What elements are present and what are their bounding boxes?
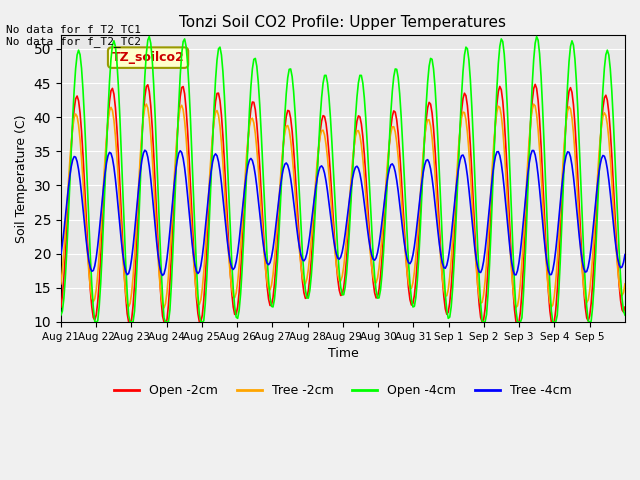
X-axis label: Time: Time	[328, 347, 358, 360]
Y-axis label: Soil Temperature (C): Soil Temperature (C)	[15, 114, 28, 243]
Text: TZ_soilco2: TZ_soilco2	[111, 51, 184, 64]
Legend: Open -2cm, Tree -2cm, Open -4cm, Tree -4cm: Open -2cm, Tree -2cm, Open -4cm, Tree -4…	[109, 379, 577, 402]
Text: No data for f_T2_TC1
No data for f_T2_TC2: No data for f_T2_TC1 No data for f_T2_TC…	[6, 24, 141, 48]
Title: Tonzi Soil CO2 Profile: Upper Temperatures: Tonzi Soil CO2 Profile: Upper Temperatur…	[179, 15, 506, 30]
